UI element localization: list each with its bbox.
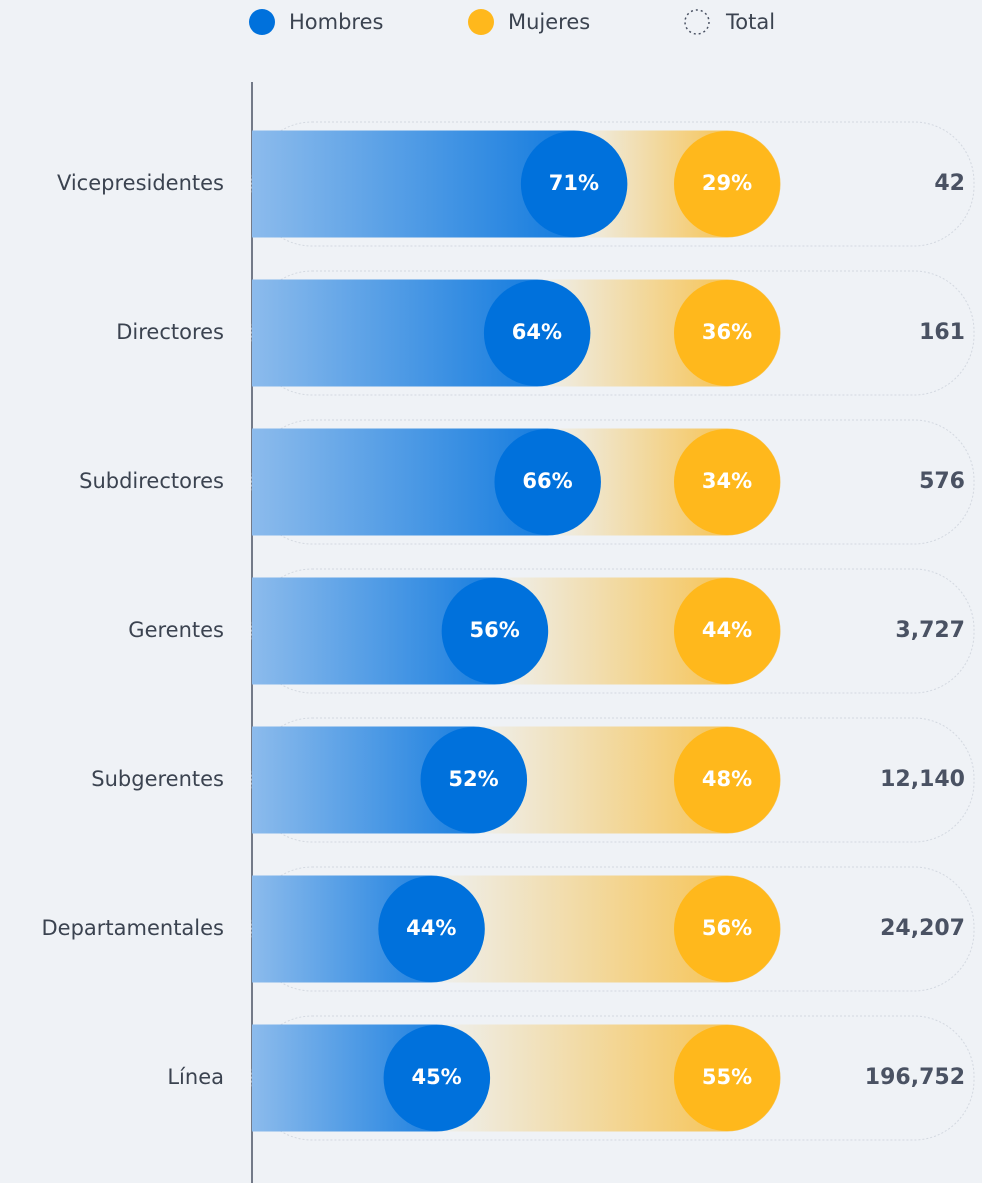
data-label: 34% bbox=[702, 469, 752, 493]
legend-swatch bbox=[468, 9, 494, 35]
data-label: 44% bbox=[406, 916, 456, 940]
data-label: 66% bbox=[522, 469, 572, 493]
data-label: 29% bbox=[702, 171, 752, 195]
mujeres-marker bbox=[674, 429, 780, 535]
mujeres-marker bbox=[674, 1025, 780, 1131]
hombres-marker bbox=[494, 429, 601, 535]
mujeres-marker bbox=[674, 578, 780, 684]
legend-swatch bbox=[684, 9, 710, 35]
legend-label: Hombres bbox=[289, 10, 383, 34]
total-label: 196,752 bbox=[865, 1065, 965, 1090]
data-label: 71% bbox=[549, 171, 599, 195]
hombres-marker bbox=[483, 280, 590, 386]
legend-swatch bbox=[249, 9, 275, 35]
data-label: 56% bbox=[702, 916, 752, 940]
data-label: 44% bbox=[702, 618, 752, 642]
mujeres-marker bbox=[674, 131, 780, 237]
hombres-marker bbox=[420, 727, 527, 833]
category-label: Subgerentes bbox=[91, 767, 224, 791]
legend-label: Total bbox=[725, 10, 775, 34]
data-label: 52% bbox=[448, 767, 498, 791]
data-label: 36% bbox=[702, 320, 752, 344]
total-label: 24,207 bbox=[880, 916, 965, 941]
total-label: 576 bbox=[919, 469, 965, 494]
total-label: 42 bbox=[934, 171, 965, 196]
data-label: 56% bbox=[470, 618, 520, 642]
hombres-marker bbox=[520, 131, 627, 237]
hombres-marker bbox=[441, 578, 548, 684]
hombres-marker bbox=[383, 1025, 490, 1131]
category-label: Departamentales bbox=[41, 916, 224, 940]
total-label: 3,727 bbox=[895, 618, 965, 643]
data-label: 45% bbox=[411, 1065, 461, 1089]
category-label: Directores bbox=[116, 320, 224, 344]
data-label: 55% bbox=[702, 1065, 752, 1089]
total-label: 161 bbox=[919, 320, 965, 345]
category-label: Subdirectores bbox=[79, 469, 224, 493]
category-label: Vicepresidentes bbox=[57, 171, 224, 195]
category-label: Gerentes bbox=[128, 618, 224, 642]
mujeres-marker bbox=[674, 727, 780, 833]
mujeres-marker bbox=[674, 280, 780, 386]
data-label: 48% bbox=[702, 767, 752, 791]
data-label: 64% bbox=[512, 320, 562, 344]
hombres-marker bbox=[378, 876, 485, 982]
mujeres-marker bbox=[674, 876, 780, 982]
category-label: Línea bbox=[167, 1065, 224, 1089]
total-label: 12,140 bbox=[880, 767, 965, 792]
legend-label: Mujeres bbox=[508, 10, 590, 34]
